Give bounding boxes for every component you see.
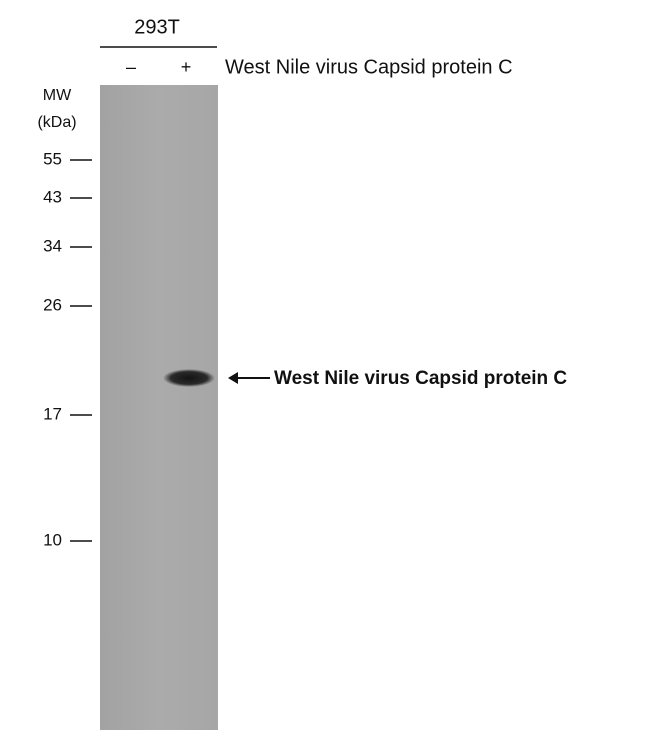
marker-label: 10 [43,530,62,549]
marker-ladder: 55 43 34 26 17 10 [43,149,92,549]
gel-lane [100,85,218,730]
protein-band [163,369,215,387]
marker-label: 26 [43,295,62,314]
lane-label: + [181,57,192,77]
band-label: West Nile virus Capsid protein C [274,368,567,389]
marker-label: 34 [43,236,62,255]
target-header: West Nile virus Capsid protein C [225,56,513,78]
sample-label: 293T [134,16,180,38]
marker-label: 17 [43,404,62,423]
marker-label: 55 [43,149,62,168]
marker-label: 43 [43,187,62,206]
mw-unit: (kDa) [37,114,76,131]
lane-label: – [126,57,136,77]
arrow-head [228,372,238,384]
mw-label: MW [43,87,72,104]
